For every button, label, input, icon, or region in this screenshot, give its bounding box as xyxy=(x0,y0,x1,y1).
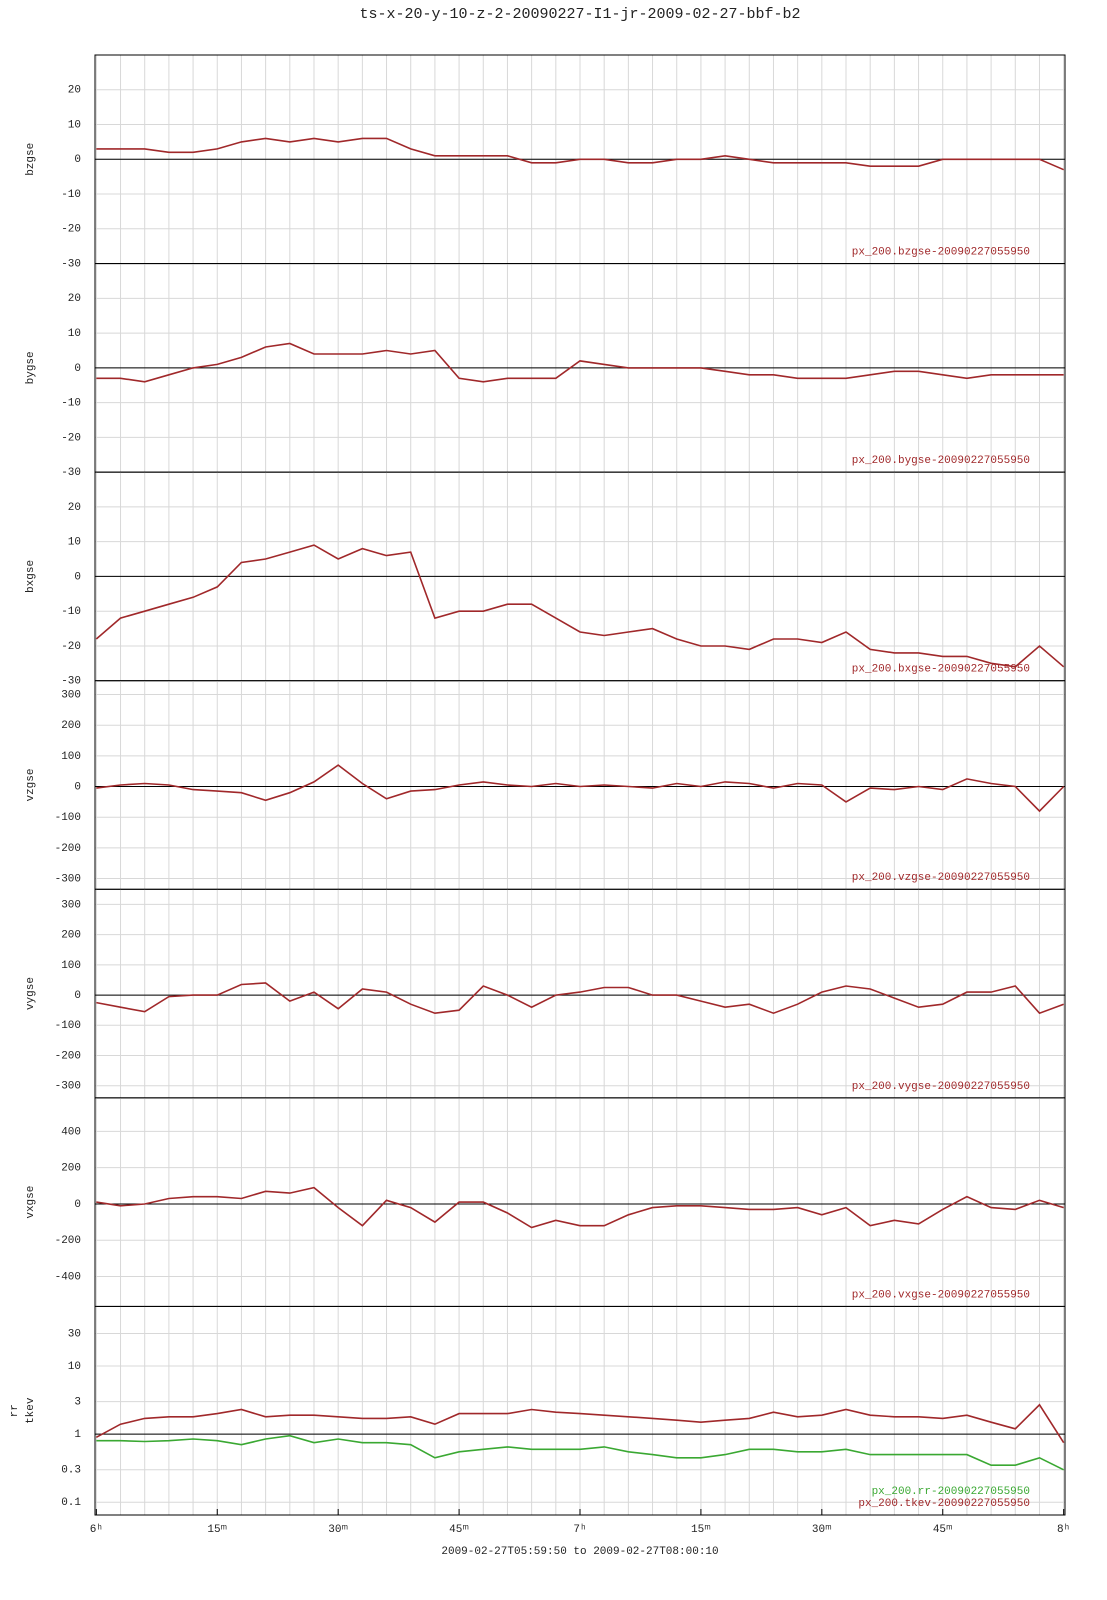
series-line xyxy=(95,1403,1065,1444)
y-tick-label: -20 xyxy=(61,224,81,236)
y-tick-label: 0 xyxy=(74,571,81,583)
y-tick-label: -200 xyxy=(55,1050,81,1062)
x-tick-label: 8ʰ xyxy=(1057,1524,1070,1536)
y-tick-label: -300 xyxy=(55,873,81,885)
y-tick-label: -100 xyxy=(55,812,81,824)
y-axis-label: bygse xyxy=(25,351,37,384)
y-axis-label: vzgse xyxy=(25,768,37,801)
y-axis-label: tkev xyxy=(25,1397,37,1424)
y-tick-label: -30 xyxy=(61,467,81,479)
x-tick-label: 7ʰ xyxy=(573,1524,586,1536)
y-tick-label: 0.3 xyxy=(61,1465,81,1477)
x-tick-label: 30ᵐ xyxy=(812,1524,832,1536)
y-tick-label: -100 xyxy=(55,1020,81,1032)
y-tick-label: 200 xyxy=(61,720,81,732)
series-label: px_200.bzgse-20090227055950 xyxy=(852,246,1030,258)
y-tick-label: 400 xyxy=(61,1126,81,1138)
y-tick-label: 30 xyxy=(68,1328,81,1340)
y-tick-label: 20 xyxy=(68,293,81,305)
series-label: px_200.rr-20090227055950 xyxy=(872,1486,1030,1498)
y-tick-label: 10 xyxy=(68,328,81,340)
series-label: px_200.vygse-20090227055950 xyxy=(852,1081,1030,1093)
series-label: px_200.bxgse-20090227055950 xyxy=(852,664,1030,676)
y-tick-label: 100 xyxy=(61,960,81,972)
x-tick-label: 15ᵐ xyxy=(207,1524,227,1536)
y-tick-label: 10 xyxy=(68,119,81,131)
series-line xyxy=(95,544,1065,668)
y-tick-label: 0 xyxy=(74,990,81,1002)
y-axis-label: vxgse xyxy=(25,1186,37,1219)
y-tick-label: -20 xyxy=(61,641,81,653)
y-axis-label: rr xyxy=(9,1404,21,1417)
series-label: px_200.vzgse-20090227055950 xyxy=(852,872,1030,884)
series-line xyxy=(96,137,1065,171)
y-tick-label: -400 xyxy=(55,1271,81,1283)
series-line xyxy=(96,982,1064,1015)
chart-title: ts-x-20-y-10-z-2-20090227-I1-jr-2009-02-… xyxy=(359,6,800,23)
y-tick-label: 3 xyxy=(74,1397,81,1409)
y-tick-label: -20 xyxy=(61,432,81,444)
y-tick-label: 200 xyxy=(61,1163,81,1175)
y-axis-label: bxgse xyxy=(25,560,37,593)
x-tick-label: 45ᵐ xyxy=(933,1524,953,1536)
y-tick-label: -10 xyxy=(61,606,81,618)
y-tick-label: 10 xyxy=(68,1361,81,1373)
y-tick-label: 0 xyxy=(74,154,81,166)
y-tick-label: 200 xyxy=(61,930,81,942)
series-line xyxy=(96,1186,1064,1229)
y-tick-label: 300 xyxy=(61,899,81,911)
series-line xyxy=(96,342,1064,383)
y-tick-label: 300 xyxy=(61,689,81,701)
y-axis-label: vygse xyxy=(25,977,37,1010)
x-tick-label: 15ᵐ xyxy=(691,1524,711,1536)
series-label: px_200.vxgse-20090227055950 xyxy=(852,1289,1030,1301)
y-tick-label: 20 xyxy=(68,85,81,97)
y-tick-label: 0 xyxy=(74,781,81,793)
series-line xyxy=(96,1434,1065,1471)
x-tick-label: 45ᵐ xyxy=(449,1524,469,1536)
y-tick-label: -200 xyxy=(55,843,81,855)
y-tick-label: 0 xyxy=(74,1199,81,1211)
y-tick-label: 0 xyxy=(74,363,81,375)
y-tick-label: -200 xyxy=(55,1235,81,1247)
y-tick-label: -10 xyxy=(61,398,81,410)
y-axis-label: bzgse xyxy=(25,143,37,176)
y-tick-label: 0.1 xyxy=(61,1497,81,1509)
y-tick-label: 20 xyxy=(68,502,81,514)
series-label: px_200.bygse-20090227055950 xyxy=(852,455,1030,467)
x-tick-label: 6ʰ xyxy=(90,1524,103,1536)
y-tick-label: 1 xyxy=(74,1429,81,1441)
series-line xyxy=(96,764,1065,813)
x-axis-label: 2009-02-27T05:59:50 to 2009-02-27T08:00:… xyxy=(441,1546,718,1558)
y-tick-label: -10 xyxy=(61,189,81,201)
y-tick-label: -300 xyxy=(55,1081,81,1093)
y-tick-label: -30 xyxy=(61,258,81,270)
y-tick-label: 10 xyxy=(68,537,81,549)
y-tick-label: 100 xyxy=(61,751,81,763)
x-tick-label: 30ᵐ xyxy=(328,1524,348,1536)
y-tick-label: -30 xyxy=(61,676,81,688)
series-label: px_200.tkev-20090227055950 xyxy=(858,1498,1030,1510)
